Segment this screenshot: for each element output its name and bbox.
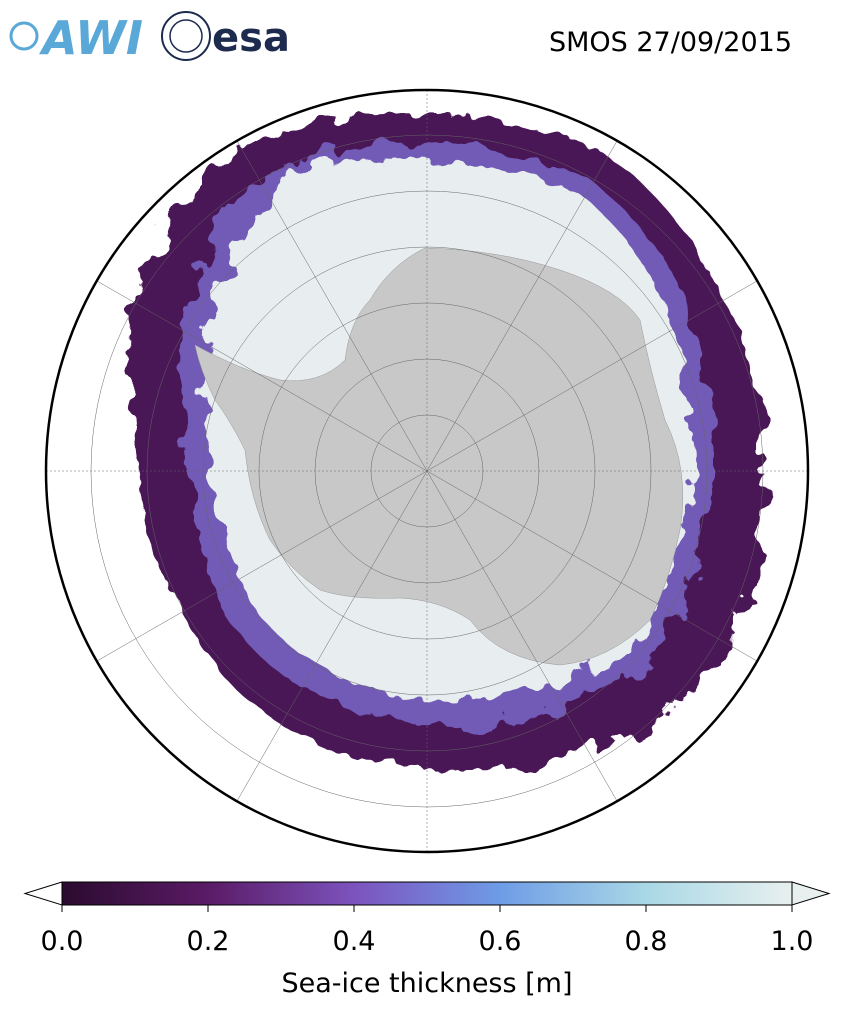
awi-logo: AWI <box>9 11 143 65</box>
colorbar-gradient <box>61 881 793 906</box>
esa-text: esa <box>212 15 290 61</box>
colorbar-tick-label: 1.0 <box>771 926 814 957</box>
colorbar-tick-label: 0.4 <box>333 926 376 957</box>
colorbar-tick-label: 0.0 <box>41 926 84 957</box>
colorbar: 0.0 0.2 0.4 0.6 0.8 1.0 <box>23 881 831 957</box>
map <box>46 90 808 852</box>
colorbar-extend-low <box>23 881 63 906</box>
map-frame <box>44 88 810 854</box>
colorbar-tick-label: 0.8 <box>625 926 668 957</box>
colorbar-tick-label: 0.2 <box>187 926 230 957</box>
colorbar-tick-label: 0.6 <box>479 926 522 957</box>
colorbar-extend-high <box>791 881 831 906</box>
title: SMOS 27/09/2015 <box>549 27 792 58</box>
esa-logo: esa <box>161 11 290 61</box>
awi-text: AWI <box>39 11 143 65</box>
colorbar-label: Sea-ice thickness [m] <box>281 968 572 999</box>
